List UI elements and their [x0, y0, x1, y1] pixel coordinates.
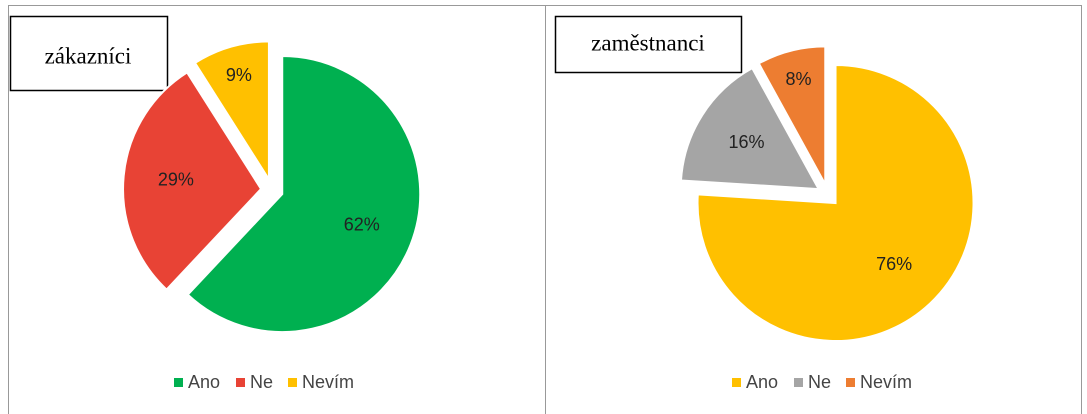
- title-box: [9, 15, 169, 92]
- data-label: 76%: [876, 254, 912, 274]
- legend-marker: [236, 378, 245, 387]
- chart-title: zaměstnanci: [591, 30, 705, 55]
- pie-slice: [757, 45, 827, 185]
- pie-slice: [696, 64, 975, 342]
- data-label: 62%: [344, 214, 380, 234]
- data-label: 29%: [158, 170, 194, 190]
- title-box: [554, 15, 743, 74]
- pie-slice: [122, 71, 263, 291]
- legend-label: Ne: [250, 372, 273, 392]
- panel: [545, 5, 1082, 414]
- legend-marker: [794, 378, 803, 387]
- data-label: 8%: [785, 69, 811, 89]
- data-label: 16%: [728, 132, 764, 152]
- legend-marker: [732, 378, 741, 387]
- legend-label: Ano: [746, 372, 778, 392]
- legend-label: Ne: [808, 372, 831, 392]
- legend-marker: [846, 378, 855, 387]
- pie-slice: [679, 66, 821, 191]
- pie-slice: [193, 40, 270, 183]
- chart-title: zákazníci: [45, 43, 132, 68]
- data-label: 9%: [226, 65, 252, 85]
- legend-marker: [288, 378, 297, 387]
- pie-slice: [186, 55, 422, 334]
- legend-label: Ano: [188, 372, 220, 392]
- legend-label: Nevím: [860, 372, 912, 392]
- legend-label: Nevím: [302, 372, 354, 392]
- legend-marker: [174, 378, 183, 387]
